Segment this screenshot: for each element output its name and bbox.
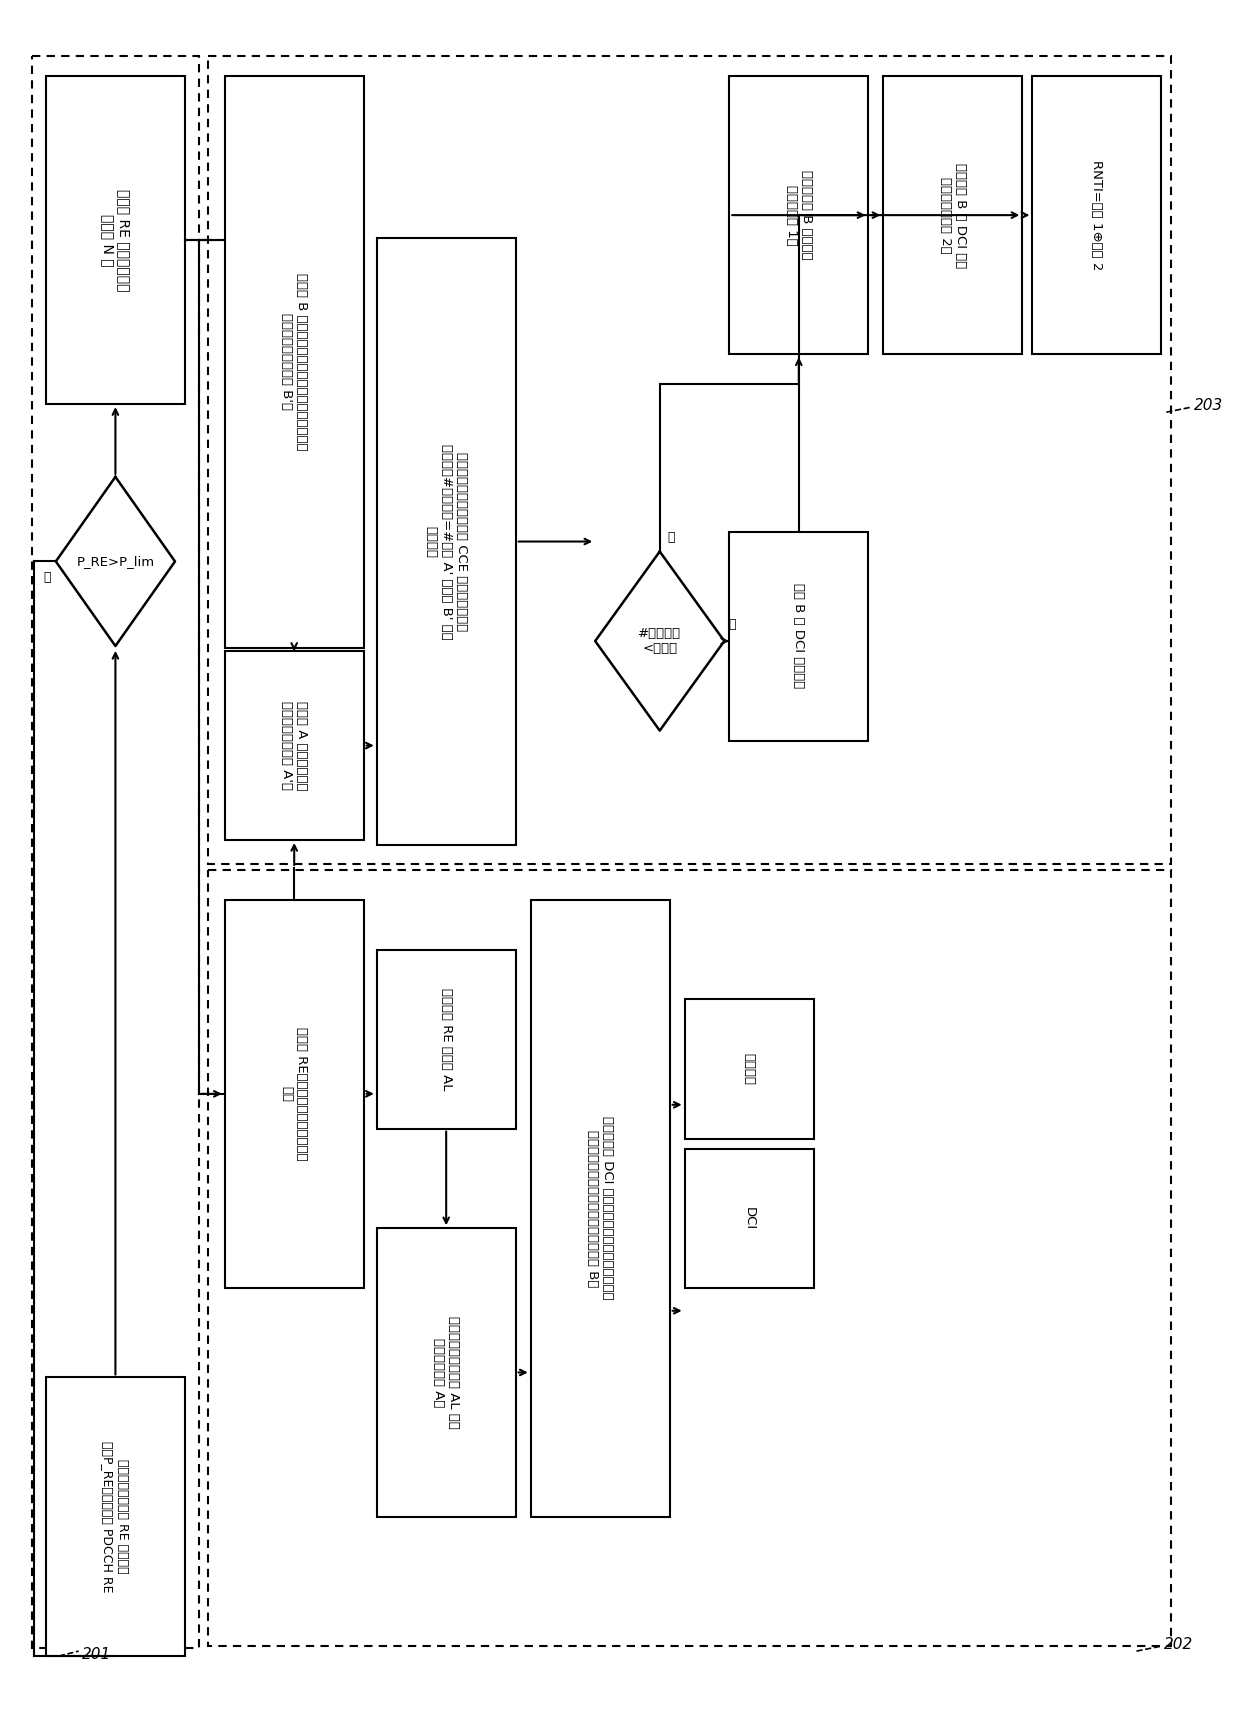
Bar bbox=[377, 238, 516, 845]
Text: DCI: DCI bbox=[743, 1207, 755, 1229]
Bar bbox=[531, 899, 670, 1517]
Text: 确定每组 RE 可能的 AL: 确定每组 RE 可能的 AL bbox=[440, 988, 453, 1091]
Bar bbox=[377, 1228, 516, 1517]
Bar bbox=[208, 870, 1172, 1647]
Text: RNTI=校验 1⊕校验 2: RNTI=校验 1⊕校验 2 bbox=[1090, 161, 1104, 270]
Bar bbox=[224, 75, 363, 648]
Text: 直接从数据 B 得到校验
比特（校验 1）: 直接从数据 B 得到校验 比特（校验 1） bbox=[785, 171, 812, 260]
Bar bbox=[377, 949, 516, 1129]
Polygon shape bbox=[595, 552, 724, 730]
Text: 校验比特: 校验比特 bbox=[743, 1053, 755, 1084]
Text: 203: 203 bbox=[1194, 398, 1224, 412]
Bar bbox=[224, 652, 363, 840]
Text: 对每次盲检测，检查每个 CCE 集合的误差比特
量，其中#误差比特=#数据 A' 和数据 B' 之间
不同比特: 对每次盲检测，检查每个 CCE 集合的误差比特 量，其中#误差比特=#数据 A'… bbox=[424, 443, 467, 640]
Text: 将连续 RE 归为一组，假
设没有 N 组: 将连续 RE 归为一组，假 设没有 N 组 bbox=[100, 188, 130, 291]
Text: 否: 否 bbox=[43, 571, 51, 585]
Text: 对每组 RE，进行信道均衡、解调、
解扰: 对每组 RE，进行信道均衡、解调、 解扰 bbox=[280, 1028, 309, 1161]
Bar bbox=[46, 1378, 185, 1655]
Text: 根据不同的 DCI 类型，相应地执行速率去匹配和
卷积解码，得到解码的信息比特（数据 B）: 根据不同的 DCI 类型，相应地执行速率去匹配和 卷积解码，得到解码的信息比特（… bbox=[587, 1117, 614, 1300]
Bar bbox=[224, 899, 363, 1288]
Text: 根据数据 B 的 DCI 计算
校验比特（校验 2）: 根据数据 B 的 DCI 计算 校验比特（校验 2） bbox=[939, 162, 967, 268]
Text: 数据 B 的 DCI 是正确的: 数据 B 的 DCI 是正确的 bbox=[792, 583, 805, 689]
Polygon shape bbox=[56, 477, 175, 646]
Bar bbox=[684, 999, 813, 1139]
Text: P_RE>P_lim: P_RE>P_lim bbox=[77, 556, 155, 568]
Text: 对数据 B 执行胶尾卷积编码和速率匹配，得到重
新编码的数据（数据 B'）: 对数据 B 执行胶尾卷积编码和速率匹配，得到重 新编码的数据（数据 B'） bbox=[280, 274, 309, 451]
Text: 对每组，使用可能的 AL 进行
盲检测（数据 A）: 对每组，使用可能的 AL 进行 盲检测（数据 A） bbox=[433, 1317, 460, 1430]
Text: 对数据 A 执行硬判决，
得到硬比特（数据 A'）: 对数据 A 执行硬判决， 得到硬比特（数据 A'） bbox=[280, 701, 309, 790]
Bar bbox=[208, 56, 1172, 864]
Text: 否: 否 bbox=[667, 530, 675, 544]
Text: 测量下行子帧各个 RE 的功率电
平（P_RE），以检测 PDCCH RE: 测量下行子帧各个 RE 的功率电 平（P_RE），以检测 PDCCH RE bbox=[102, 1442, 129, 1592]
Bar bbox=[729, 75, 868, 354]
Bar bbox=[32, 56, 198, 1648]
Text: 202: 202 bbox=[1164, 1636, 1194, 1652]
Bar bbox=[729, 532, 868, 740]
Text: 是: 是 bbox=[728, 617, 735, 631]
Text: #误差比特
<阈值？: #误差比特 <阈值？ bbox=[639, 628, 681, 655]
Bar bbox=[883, 75, 1022, 354]
Bar bbox=[46, 75, 185, 404]
Bar bbox=[684, 1149, 813, 1288]
Text: 201: 201 bbox=[82, 1647, 110, 1662]
Bar bbox=[1032, 75, 1162, 354]
